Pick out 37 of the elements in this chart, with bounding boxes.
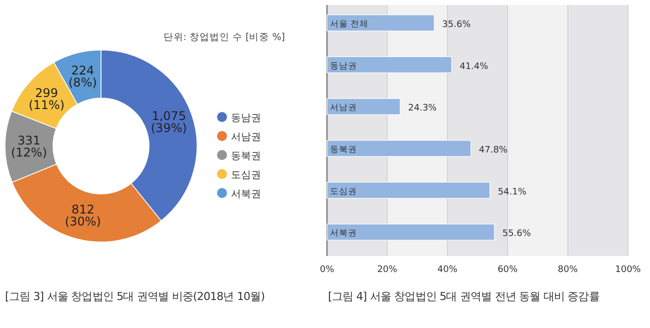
y-tick-label: 도심권 bbox=[330, 186, 357, 197]
data-label: 812 (30%) bbox=[64, 202, 101, 229]
data-label: 331 (12%) bbox=[10, 134, 48, 160]
x-tick-label: 80% bbox=[558, 265, 578, 275]
legend-label: 동북권 bbox=[231, 151, 261, 162]
data-label: 299 (11%) bbox=[28, 86, 65, 112]
data-label: 1,075 (39%) bbox=[150, 109, 187, 136]
text: [그림 3] 서울 창업법인 5대 권역별 비중(2018년 10월) bbox=[5, 290, 265, 303]
x-tick-label: 0% bbox=[320, 265, 335, 275]
bar bbox=[326, 224, 495, 240]
y-tick-label: 서남권 bbox=[330, 103, 357, 114]
data-label: 224 (8%) bbox=[68, 63, 97, 90]
legend-label: 도심권 bbox=[231, 170, 261, 181]
x-tick-label: 60% bbox=[498, 265, 518, 275]
x-tick-label: 100% bbox=[615, 265, 642, 275]
bar bbox=[326, 140, 472, 157]
legend-label: 서남권 bbox=[231, 132, 261, 143]
y-tick-label: 서북권 bbox=[330, 228, 357, 239]
x-tick-label: 40% bbox=[437, 265, 458, 275]
data-label: 54.1% bbox=[498, 187, 527, 198]
data-label: 24.3% bbox=[408, 104, 438, 114]
data-label: 47.8% bbox=[478, 145, 508, 156]
legend-label: 서북권 bbox=[231, 189, 261, 200]
y-tick-label: 동남권 bbox=[330, 61, 357, 72]
y-tick-label: 동북권 bbox=[330, 144, 357, 155]
x-tick-label: 20% bbox=[377, 265, 398, 275]
data-label: 41.4% bbox=[460, 62, 489, 72]
bar bbox=[326, 14, 434, 32]
legend-label: 동남권 bbox=[231, 113, 261, 124]
bar bbox=[326, 98, 400, 115]
chart-subtitle: 단위: 창업법인 수 [비중 %] bbox=[163, 32, 285, 43]
data-label: 35.6% bbox=[442, 20, 472, 30]
y-tick-label: 서울 전체 bbox=[330, 19, 369, 30]
data-label: 55.6% bbox=[502, 229, 532, 240]
text: [그림 4] 서울 창업법인 5대 권역별 전년 동월 대비 증감률 bbox=[328, 290, 600, 303]
bar bbox=[326, 182, 490, 199]
bar bbox=[326, 56, 452, 74]
